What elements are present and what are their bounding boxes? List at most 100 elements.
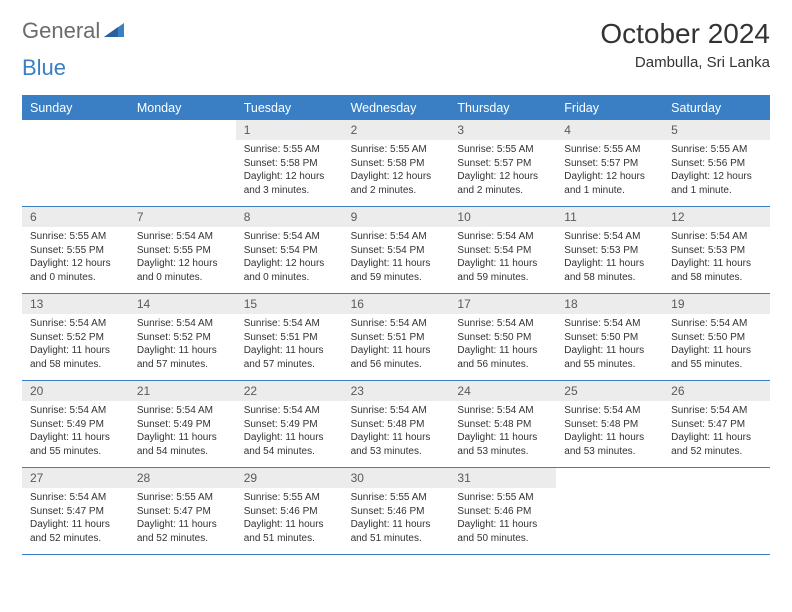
day-number: 9 (343, 207, 450, 227)
sunset-text: Sunset: 5:52 PM (30, 331, 121, 345)
sunset-text: Sunset: 5:48 PM (564, 418, 655, 432)
day-number: 30 (343, 468, 450, 488)
weekday-header: Thursday (449, 96, 556, 120)
sunset-text: Sunset: 5:51 PM (244, 331, 335, 345)
sunrise-text: Sunrise: 5:54 AM (671, 317, 762, 331)
day-number: 1 (236, 120, 343, 140)
day-number: 31 (449, 468, 556, 488)
day-body: Sunrise: 5:55 AMSunset: 5:46 PMDaylight:… (343, 488, 450, 551)
sunrise-text: Sunrise: 5:55 AM (30, 230, 121, 244)
logo-triangle-icon (104, 21, 124, 42)
daylight-text: Daylight: 11 hours and 58 minutes. (564, 257, 655, 284)
calendar-day: 2Sunrise: 5:55 AMSunset: 5:58 PMDaylight… (343, 120, 450, 206)
sunrise-text: Sunrise: 5:54 AM (457, 317, 548, 331)
location-subtitle: Dambulla, Sri Lanka (600, 54, 770, 71)
calendar-day: 26Sunrise: 5:54 AMSunset: 5:47 PMDayligh… (663, 381, 770, 467)
day-number: 16 (343, 294, 450, 314)
sunset-text: Sunset: 5:51 PM (351, 331, 442, 345)
day-number: 22 (236, 381, 343, 401)
sunset-text: Sunset: 5:58 PM (351, 157, 442, 171)
sunrise-text: Sunrise: 5:54 AM (457, 230, 548, 244)
sunrise-text: Sunrise: 5:54 AM (137, 404, 228, 418)
daylight-text: Daylight: 11 hours and 56 minutes. (351, 344, 442, 371)
sunset-text: Sunset: 5:47 PM (137, 505, 228, 519)
day-number: 15 (236, 294, 343, 314)
daylight-text: Daylight: 11 hours and 55 minutes. (564, 344, 655, 371)
day-number: 2 (343, 120, 450, 140)
day-body: Sunrise: 5:55 AMSunset: 5:47 PMDaylight:… (129, 488, 236, 551)
sunset-text: Sunset: 5:47 PM (30, 505, 121, 519)
sunrise-text: Sunrise: 5:54 AM (30, 491, 121, 505)
sunset-text: Sunset: 5:52 PM (137, 331, 228, 345)
day-body: Sunrise: 5:55 AMSunset: 5:57 PMDaylight:… (556, 140, 663, 203)
daylight-text: Daylight: 11 hours and 51 minutes. (351, 518, 442, 545)
sunset-text: Sunset: 5:49 PM (30, 418, 121, 432)
day-body: Sunrise: 5:54 AMSunset: 5:49 PMDaylight:… (22, 401, 129, 464)
daylight-text: Daylight: 11 hours and 52 minutes. (137, 518, 228, 545)
daylight-text: Daylight: 11 hours and 59 minutes. (457, 257, 548, 284)
sunset-text: Sunset: 5:57 PM (564, 157, 655, 171)
daylight-text: Daylight: 11 hours and 52 minutes. (671, 431, 762, 458)
day-body: Sunrise: 5:54 AMSunset: 5:52 PMDaylight:… (22, 314, 129, 377)
daylight-text: Daylight: 12 hours and 2 minutes. (351, 170, 442, 197)
sunset-text: Sunset: 5:54 PM (244, 244, 335, 258)
sunset-text: Sunset: 5:46 PM (457, 505, 548, 519)
calendar-day: 5Sunrise: 5:55 AMSunset: 5:56 PMDaylight… (663, 120, 770, 206)
day-number: 28 (129, 468, 236, 488)
daylight-text: Daylight: 11 hours and 53 minutes. (457, 431, 548, 458)
logo-text-blue: Blue (22, 55, 66, 81)
calendar-weeks: 1Sunrise: 5:55 AMSunset: 5:58 PMDaylight… (22, 120, 770, 555)
sunset-text: Sunset: 5:54 PM (457, 244, 548, 258)
calendar-day (663, 468, 770, 554)
sunset-text: Sunset: 5:58 PM (244, 157, 335, 171)
day-body: Sunrise: 5:54 AMSunset: 5:48 PMDaylight:… (449, 401, 556, 464)
day-number: 17 (449, 294, 556, 314)
calendar-day: 15Sunrise: 5:54 AMSunset: 5:51 PMDayligh… (236, 294, 343, 380)
calendar-day: 17Sunrise: 5:54 AMSunset: 5:50 PMDayligh… (449, 294, 556, 380)
sunrise-text: Sunrise: 5:55 AM (457, 491, 548, 505)
calendar-day: 10 Sunrise: 5:54 AMSunset: 5:54 PMDayligh… (449, 207, 556, 293)
day-number: 4 (556, 120, 663, 140)
day-number: 14 (129, 294, 236, 314)
sunset-text: Sunset: 5:49 PM (137, 418, 228, 432)
calendar-week: 1Sunrise: 5:55 AMSunset: 5:58 PMDaylight… (22, 120, 770, 207)
daylight-text: Daylight: 11 hours and 58 minutes. (30, 344, 121, 371)
day-body: Sunrise: 5:55 AMSunset: 5:57 PMDaylight:… (449, 140, 556, 203)
day-number: 10 (449, 207, 556, 227)
sunrise-text: Sunrise: 5:55 AM (564, 143, 655, 157)
daylight-text: Daylight: 11 hours and 59 minutes. (351, 257, 442, 284)
daylight-text: Daylight: 12 hours and 0 minutes. (30, 257, 121, 284)
logo-text-general: General (22, 18, 100, 44)
sunrise-text: Sunrise: 5:55 AM (351, 491, 442, 505)
sunset-text: Sunset: 5:55 PM (30, 244, 121, 258)
sunrise-text: Sunrise: 5:54 AM (457, 404, 548, 418)
daylight-text: Daylight: 12 hours and 0 minutes. (137, 257, 228, 284)
day-body: Sunrise: 5:54 AMSunset: 5:52 PMDaylight:… (129, 314, 236, 377)
sunrise-text: Sunrise: 5:54 AM (244, 317, 335, 331)
day-body: Sunrise: 5:55 AMSunset: 5:46 PMDaylight:… (236, 488, 343, 551)
calendar-day: 27Sunrise: 5:54 AMSunset: 5:47 PMDayligh… (22, 468, 129, 554)
sunset-text: Sunset: 5:49 PM (244, 418, 335, 432)
sunrise-text: Sunrise: 5:55 AM (671, 143, 762, 157)
daylight-text: Daylight: 11 hours and 54 minutes. (137, 431, 228, 458)
day-body: Sunrise: 5:54 AMSunset: 5:54 PMDaylight:… (343, 227, 450, 290)
weekday-header: Monday (129, 96, 236, 120)
day-body: Sunrise: 5:54 AMSunset: 5:47 PMDaylight:… (663, 401, 770, 464)
calendar-day: 9Sunrise: 5:54 AMSunset: 5:54 PMDaylight… (343, 207, 450, 293)
daylight-text: Daylight: 11 hours and 51 minutes. (244, 518, 335, 545)
day-body: Sunrise: 5:54 AMSunset: 5:53 PMDaylight:… (556, 227, 663, 290)
day-number: 18 (556, 294, 663, 314)
day-number: 6 (22, 207, 129, 227)
day-number: 27 (22, 468, 129, 488)
calendar-day: 30Sunrise: 5:55 AMSunset: 5:46 PMDayligh… (343, 468, 450, 554)
sunset-text: Sunset: 5:56 PM (671, 157, 762, 171)
sunset-text: Sunset: 5:53 PM (671, 244, 762, 258)
calendar: SundayMondayTuesdayWednesdayThursdayFrid… (22, 95, 770, 555)
calendar-day: 29Sunrise: 5:55 AMSunset: 5:46 PMDayligh… (236, 468, 343, 554)
day-number: 29 (236, 468, 343, 488)
daylight-text: Daylight: 12 hours and 1 minute. (564, 170, 655, 197)
sunrise-text: Sunrise: 5:55 AM (457, 143, 548, 157)
sunrise-text: Sunrise: 5:54 AM (244, 404, 335, 418)
calendar-day: 25Sunrise: 5:54 AMSunset: 5:48 PMDayligh… (556, 381, 663, 467)
daylight-text: Daylight: 11 hours and 53 minutes. (564, 431, 655, 458)
